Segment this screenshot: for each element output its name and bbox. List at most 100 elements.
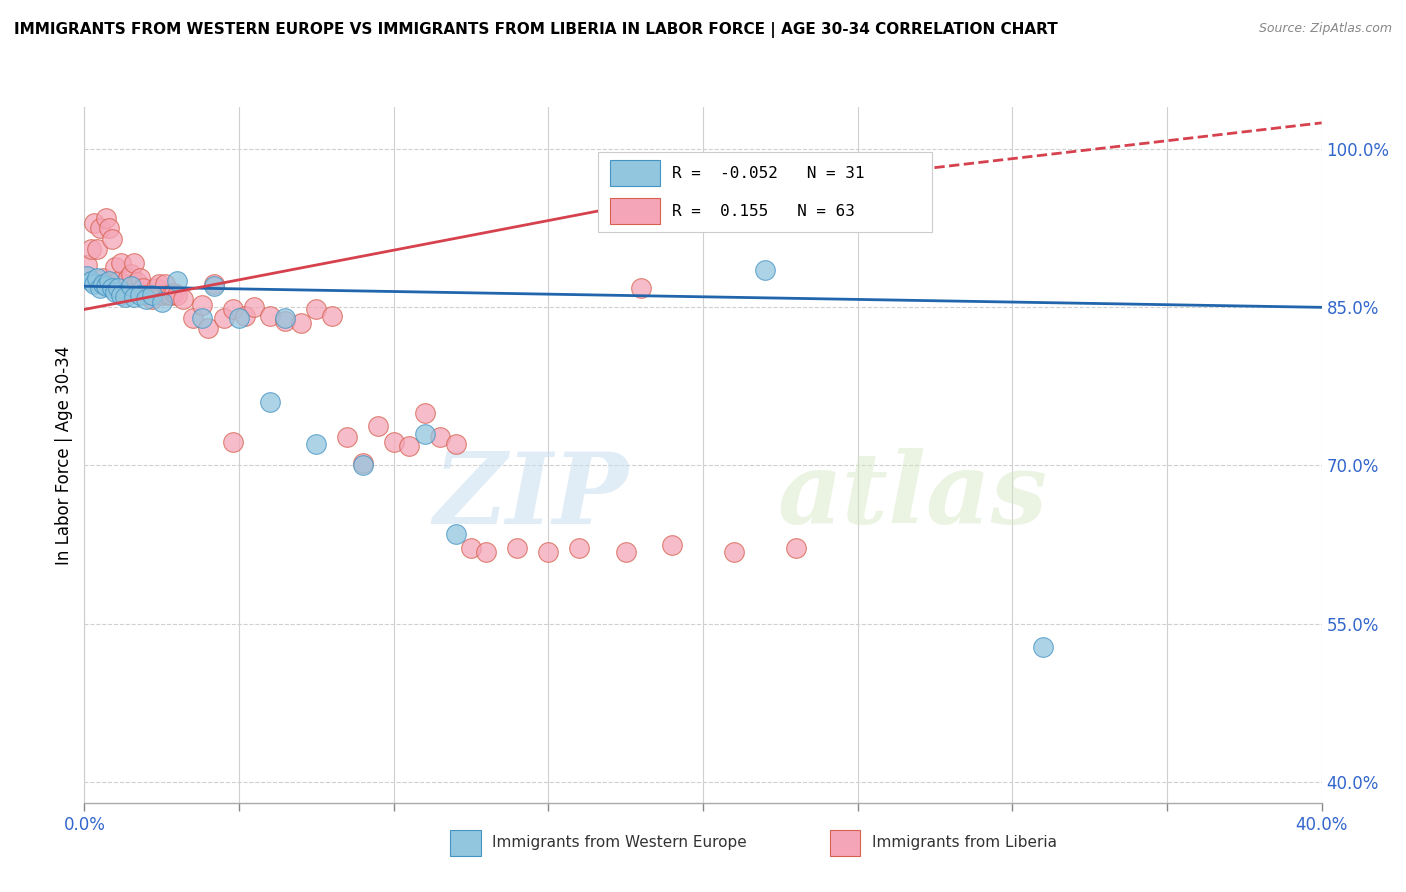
Point — [444, 527, 467, 541]
Point — [104, 285, 127, 299]
Point — [107, 274, 129, 288]
Point — [114, 290, 136, 304]
Text: Immigrants from Liberia: Immigrants from Liberia — [872, 836, 1057, 850]
Point — [135, 292, 157, 306]
Point — [148, 277, 170, 292]
Point — [537, 545, 560, 559]
Point — [444, 437, 467, 451]
Point — [398, 440, 420, 454]
Point — [506, 541, 529, 555]
Point — [91, 277, 114, 292]
Point — [122, 256, 145, 270]
Bar — [610, 161, 659, 186]
Point — [305, 302, 328, 317]
Point — [156, 287, 179, 301]
Point — [101, 281, 124, 295]
Point — [150, 287, 173, 301]
Point — [101, 232, 124, 246]
Point — [228, 310, 250, 325]
Point — [172, 292, 194, 306]
Text: ZIP: ZIP — [434, 449, 628, 545]
Point — [117, 270, 139, 285]
Point — [94, 279, 117, 293]
Point — [460, 541, 482, 555]
Point — [138, 287, 160, 301]
Point — [120, 279, 142, 293]
Point — [98, 274, 121, 288]
Point — [132, 281, 155, 295]
Point — [614, 545, 637, 559]
Point — [222, 302, 245, 317]
Point — [429, 430, 451, 444]
Text: Immigrants from Western Europe: Immigrants from Western Europe — [492, 836, 747, 850]
Point — [166, 274, 188, 288]
Text: IMMIGRANTS FROM WESTERN EUROPE VS IMMIGRANTS FROM LIBERIA IN LABOR FORCE | AGE 3: IMMIGRANTS FROM WESTERN EUROPE VS IMMIGR… — [14, 22, 1057, 38]
Point — [83, 277, 105, 292]
Text: Source: ZipAtlas.com: Source: ZipAtlas.com — [1258, 22, 1392, 36]
Y-axis label: In Labor Force | Age 30-34: In Labor Force | Age 30-34 — [55, 345, 73, 565]
Point — [141, 292, 163, 306]
Point — [110, 256, 132, 270]
Point — [91, 270, 114, 285]
Point — [413, 426, 436, 441]
Text: R =  -0.052   N = 31: R = -0.052 N = 31 — [672, 166, 865, 180]
Point — [150, 295, 173, 310]
Bar — [610, 198, 659, 224]
Text: atlas: atlas — [778, 449, 1047, 545]
Point — [141, 287, 163, 301]
Point — [259, 309, 281, 323]
Point — [89, 281, 111, 295]
Point — [233, 309, 256, 323]
Point — [104, 260, 127, 275]
Point — [153, 277, 176, 292]
Point — [129, 270, 152, 285]
Point — [568, 541, 591, 555]
Point — [86, 243, 108, 257]
Point — [135, 287, 157, 301]
Point — [79, 274, 101, 288]
Point — [125, 275, 148, 289]
Point — [145, 281, 167, 295]
Point — [336, 430, 359, 444]
Point — [274, 314, 297, 328]
Point — [212, 310, 235, 325]
Point — [723, 545, 745, 559]
Point — [243, 301, 266, 315]
Point — [86, 270, 108, 285]
Point — [122, 290, 145, 304]
Point — [89, 221, 111, 235]
Point — [191, 310, 214, 325]
Point — [785, 541, 807, 555]
Point — [202, 279, 225, 293]
Point — [413, 406, 436, 420]
FancyBboxPatch shape — [598, 153, 932, 232]
Point — [114, 277, 136, 292]
Point — [259, 395, 281, 409]
Point — [76, 258, 98, 272]
Point — [382, 435, 405, 450]
Point — [83, 216, 105, 230]
Point — [661, 537, 683, 551]
Point — [352, 456, 374, 470]
Point — [222, 435, 245, 450]
Point — [191, 298, 214, 312]
Point — [321, 309, 343, 323]
Point — [163, 285, 186, 300]
Point — [475, 545, 498, 559]
Point — [197, 321, 219, 335]
Point — [120, 267, 142, 281]
Point — [754, 263, 776, 277]
Point — [166, 287, 188, 301]
Point — [305, 437, 328, 451]
Point — [181, 310, 204, 325]
Point — [76, 268, 98, 283]
Point — [107, 281, 129, 295]
Point — [129, 287, 152, 301]
Point — [352, 458, 374, 473]
Text: R =  0.155   N = 63: R = 0.155 N = 63 — [672, 204, 855, 219]
Point — [630, 281, 652, 295]
Point — [110, 287, 132, 301]
Point — [160, 287, 183, 301]
Point — [94, 211, 117, 225]
Point — [1032, 640, 1054, 654]
